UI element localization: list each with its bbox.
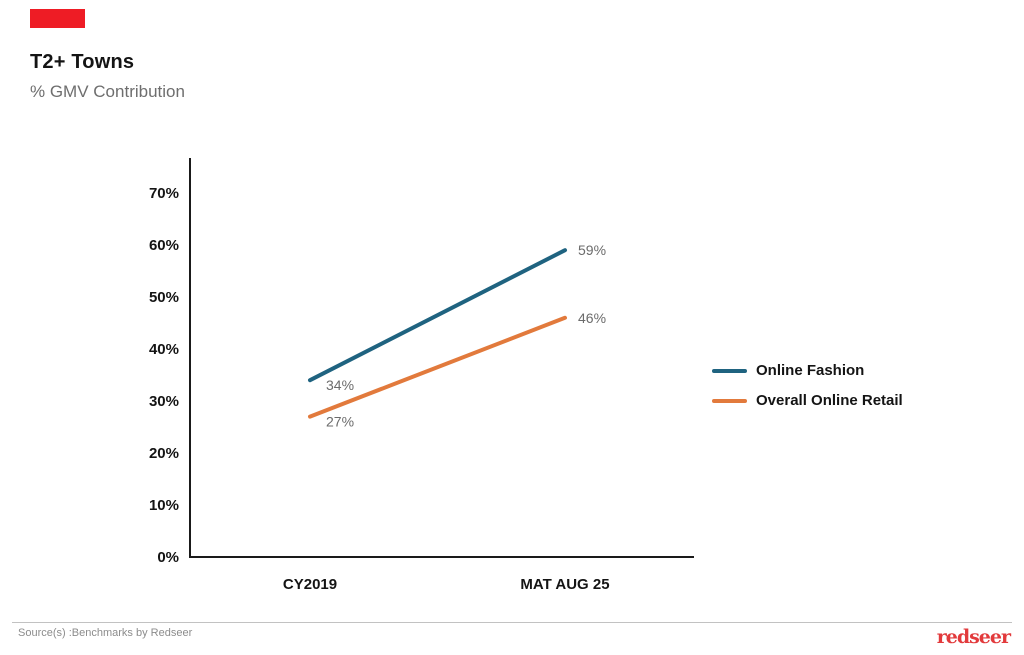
x-tick-label: MAT AUG 25 [520,576,609,593]
chart-legend: Online Fashion Overall Online Retail [712,360,903,411]
legend-item: Online Fashion [712,360,903,381]
y-tick-label: 0% [157,549,179,566]
data-label: 59% [578,242,606,258]
series-line [308,248,567,383]
x-tick-label: CY2019 [283,576,337,593]
legend-item: Overall Online Retail [712,390,903,411]
redseer-logo: redseer [936,626,1011,648]
y-tick-label: 70% [149,185,179,202]
legend-label: Online Fashion [756,362,865,379]
series-line [308,315,567,419]
data-label: 27% [326,414,354,430]
data-label: 34% [326,377,354,393]
y-tick-label: 40% [149,341,179,358]
source-note: Source(s) :Benchmarks by Redseer [18,627,193,639]
legend-label: Overall Online Retail [756,392,903,409]
brand-accent-bar [30,9,85,28]
y-tick-label: 10% [149,497,179,514]
y-tick-label: 20% [149,445,179,462]
legend-line-swatch [712,368,747,373]
page-subtitle: % GMV Contribution [30,82,185,101]
footer-divider [12,622,1012,623]
y-tick-label: 60% [149,237,179,254]
y-tick-label: 30% [149,393,179,410]
data-label: 46% [578,310,606,326]
page-title: T2+ Towns [30,51,135,73]
y-tick-label: 50% [149,289,179,306]
legend-line-swatch [712,398,747,403]
